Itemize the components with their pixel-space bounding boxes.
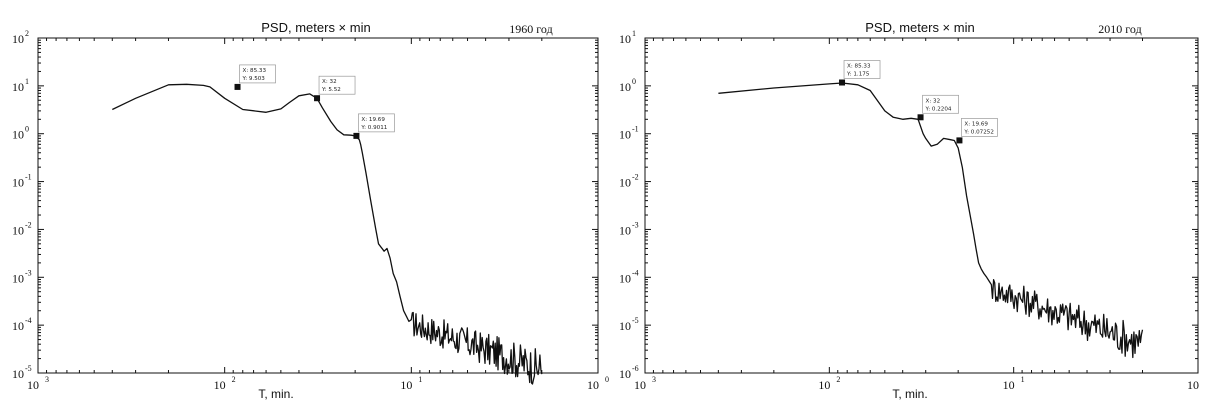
data-tip-marker [956,137,963,144]
data-tip: X: 19.69 Y: 0.9011 [353,113,395,139]
x-axis-label: T, min. [892,387,927,401]
y-tick-exponent: -2 [25,220,32,229]
y-tick-label: 10 [619,176,631,190]
y-tick-exponent: 1 [632,29,636,38]
axes [37,37,599,374]
y-tick-label: 10 [619,367,631,381]
psd-series [112,83,543,385]
data-tips: X: 85.33 Y: 1.175 X: 32 Y: 0.2204 X: 19.69 Y:… [839,60,998,144]
x-tick-exponent: 1 [418,375,422,384]
data-tip-y: Y: 5.52 [321,87,341,93]
plot-frame [644,37,1199,374]
x-tick-exponent: 0 [605,375,609,384]
data-tip-box [922,94,959,114]
y-tick-exponent: 1 [25,77,29,86]
y-tick-exponent: -3 [632,220,639,229]
data-tip-y: Y: 0.9011 [360,125,387,131]
data-tip-x: X: 32 [322,79,337,85]
x-tick-label: 10 [1003,378,1015,392]
y-tick-label: 10 [619,32,631,46]
x-tick-label: 10 [634,378,646,392]
y-tick-exponent: -5 [25,364,32,373]
y-tick-label: 10 [619,271,631,285]
data-tip-marker [917,114,924,121]
chart-title: PSD, meters × min [865,20,974,35]
x-tick-label: 10 [214,378,226,392]
chart-title: PSD, meters × min [261,20,370,35]
y-tick-exponent: -5 [632,316,639,325]
y-tick-exponent: -4 [25,316,32,325]
y-tick-label: 10 [12,271,24,285]
plot-frame [37,37,599,374]
y-tick-label: 10 [12,32,24,46]
x-tick-exponent: 1 [1021,375,1025,384]
year-label: 1960 год [509,22,552,36]
y-tick-exponent: -1 [25,173,32,182]
data-tip-x: X: 19.69 [361,117,385,123]
data-tip: X: 85.33 Y: 1.175 [839,60,881,86]
y-tick-label: 10 [619,128,631,142]
x-tick-exponent: 3 [652,375,656,384]
data-tip-x: X: 19.69 [964,121,988,127]
data-tip: X: 32 Y: 5.52 [314,75,356,102]
axes [644,37,1199,374]
data-tip-marker [234,83,241,90]
y-tick-exponent: 2 [25,29,29,38]
x-tick-label: 10 [1187,378,1199,392]
y-tick-label: 10 [12,176,24,190]
psd-curve [112,83,543,385]
data-tip-box [843,60,881,79]
data-tip-y: Y: 1.175 [846,72,870,78]
y-tick-label: 10 [12,80,24,94]
y-tick-exponent: -4 [632,268,639,277]
y-tick-exponent: -1 [632,125,639,134]
x-axis-label: T, min. [258,387,293,401]
y-tick-exponent: -6 [632,364,639,373]
data-tips: X: 85.33 Y: 9.503 X: 32 Y: 5.52 X: 19.69 Y: 0… [234,64,395,139]
y-tick-label: 10 [12,367,24,381]
data-tip: X: 32 Y: 0.2204 [917,94,959,121]
data-tip-x: X: 32 [926,98,941,104]
y-tick-exponent: -3 [25,268,32,277]
y-tick-label: 10 [12,223,24,237]
psd-chart-2010: PSD, meters × min 2010 год T, min. 10 3 10… [619,20,1199,401]
x-tick-label: 10 [818,378,830,392]
data-tip-marker [353,132,360,139]
psd-series [718,82,1144,359]
x-tick-label: 10 [27,378,39,392]
data-tip-box [961,118,998,137]
x-tick-label: 10 [400,378,412,392]
y-tick-exponent: 0 [25,125,29,134]
y-tick-label: 10 [12,319,24,333]
x-tick-exponent: 2 [232,375,236,384]
data-tip-y: Y: 0.07252 [963,129,993,135]
data-tip-x: X: 85.33 [243,68,267,74]
data-tip-marker [839,79,846,86]
x-tick-exponent: 3 [45,375,49,384]
year-label: 2010 год [1098,22,1141,36]
y-tick-label: 10 [619,319,631,333]
y-tick-label: 10 [619,223,631,237]
data-tip-y: Y: 9.503 [242,76,266,82]
x-tick-label: 10 [587,378,599,392]
data-tip-box [239,64,276,84]
data-tip-x: X: 85.33 [847,64,871,70]
data-tip: X: 19.69 Y: 0.07252 [956,118,998,144]
psd-curve [718,82,1144,359]
data-tip-box [358,113,395,133]
data-tip: X: 85.33 Y: 9.503 [234,64,276,90]
data-tip-box [318,75,356,95]
x-tick-exponent: 2 [836,375,840,384]
y-tick-label: 10 [619,80,631,94]
data-tip-y: Y: 0.2204 [925,106,952,112]
tick-labels: 10 3 10 2 10 1 10 010 -510 -410 -310 -210 -110 010 110… [12,29,609,392]
data-tip-marker [314,95,321,102]
psd-chart-1960: PSD, meters × min 1960 год T, min. 10 3 10… [12,20,609,401]
y-tick-exponent: -2 [632,173,639,182]
y-tick-label: 10 [12,128,24,142]
y-tick-exponent: 0 [632,77,636,86]
